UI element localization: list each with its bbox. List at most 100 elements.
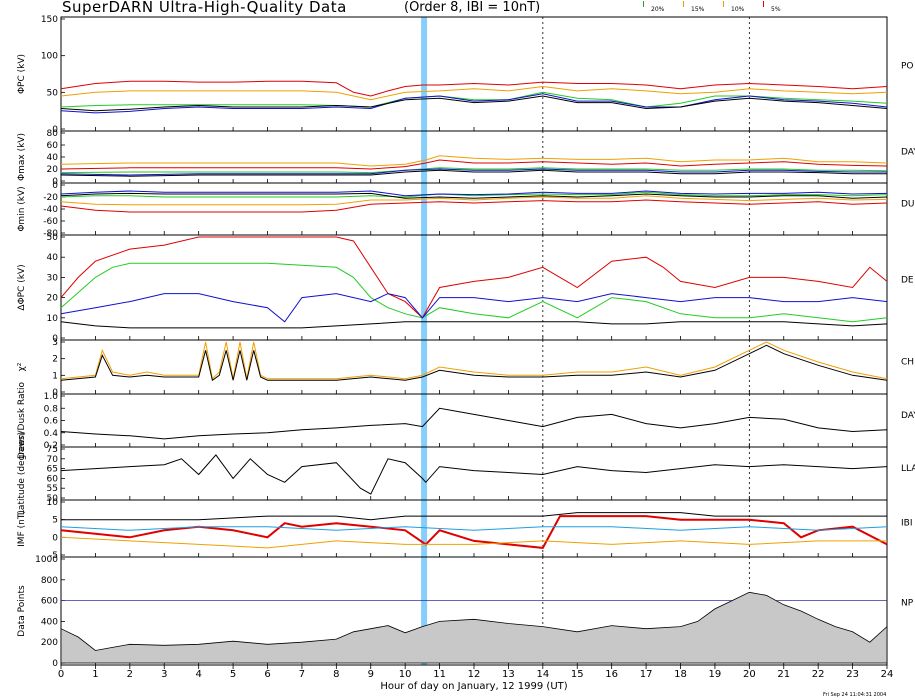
x-tick-label-22: 22: [812, 669, 825, 680]
x-tick-label-3: 3: [161, 669, 167, 680]
y-tick-label-phi_max-2: 40: [47, 153, 59, 163]
legend-swatch-3: [763, 1, 764, 7]
legend-item-0: 20%: [643, 1, 665, 15]
y-tick-label-imf-2: 5: [52, 516, 58, 526]
series-line-phi_min-3: [60, 190, 888, 197]
panel-frame-chi2: [60, 339, 888, 395]
x-tick-label-20: 20: [743, 669, 756, 680]
y-axis-label-imf: IMF (nT): [17, 510, 27, 547]
y-tick-label-chi2-1: 1: [52, 371, 58, 381]
series-line-phi_max-4: [60, 169, 887, 177]
x-axis-label: Hour of day on January, 12 1999 (UT): [380, 681, 567, 692]
y-tick-label-imf-3: 10: [47, 498, 59, 508]
y-tick-label-phi_pc-1: 50: [47, 88, 59, 98]
y-tick-label-data_points-5: 1000: [35, 555, 58, 565]
x-tick-label-12: 12: [468, 669, 481, 680]
series-line-phi_min-2: [60, 191, 888, 198]
y-tick-label-chi2-2: 2: [52, 355, 58, 365]
series-line-phi_pc-4: [60, 95, 888, 112]
series-line-imf-2: [60, 536, 887, 549]
y-tick-label-ratio-0: 0.2: [44, 441, 58, 451]
y-tick-label-phi_max-1: 20: [47, 165, 59, 175]
y-tick-label-latitude-5: 75: [47, 445, 58, 455]
y-tick-label-ratio-3: 0.8: [44, 404, 59, 414]
y-tick-label-phi_min-3: -20: [43, 193, 58, 203]
y-tick-label-data_points-4: 800: [41, 576, 58, 586]
series-line-imf-3: [60, 526, 888, 531]
y-tick-label-imf-0: -5: [49, 551, 58, 561]
y-tick-label-phi_min-4: 0: [52, 181, 58, 191]
series-line-phi_max-0: [60, 155, 888, 167]
y-tick-label-chi2-0: 0: [52, 388, 58, 398]
x-tick-label-1: 1: [92, 669, 98, 680]
y-tick-label-latitude-4: 70: [47, 455, 59, 465]
x-tick-label-23: 23: [846, 669, 859, 680]
y-tick-label-phi_pc-0: 0: [52, 125, 58, 135]
y-tick-label-dphi_pc-4: 40: [47, 253, 59, 263]
y-tick-label-dphi_pc-1: 10: [47, 314, 59, 324]
y-tick-label-phi_pc-3: 150: [41, 15, 58, 25]
series-line-imf-1: [60, 515, 888, 549]
y-tick-label-phi_max-0: 0: [52, 177, 58, 187]
y-tick-label-dphi_pc-3: 30: [47, 273, 59, 283]
x-tick-label-18: 18: [674, 669, 687, 680]
y-tick-label-phi_min-0: -80: [43, 229, 58, 239]
y-tick-label-ratio-2: 0.6: [44, 417, 59, 427]
y-tick-label-ratio-1: 0.4: [44, 429, 59, 439]
series-line-phi_min-0: [60, 199, 888, 213]
series-line-phi_min-4: [60, 192, 888, 199]
series-line-dphi_pc-3: [60, 321, 888, 329]
series-line-phi_max-2: [60, 167, 888, 174]
x-tick-label-15: 15: [571, 669, 584, 680]
right-label-phi_max: DAY: [901, 147, 915, 157]
legend-item-2: 10%: [723, 1, 745, 15]
series-line-phi_max-1: [60, 159, 888, 170]
y-tick-label-ratio-4: 1.0: [44, 392, 59, 402]
series-line-phi_pc-3: [60, 93, 888, 114]
y-tick-label-data_points-3: 600: [41, 597, 58, 607]
y-axis-label-phi_max: Φmax (kV): [17, 133, 27, 181]
x-tick-label-13: 13: [502, 669, 515, 680]
y-axis-label-chi2: χ²: [17, 362, 27, 371]
x-tick-label-9: 9: [368, 669, 374, 680]
y-tick-label-dphi_pc-0: 0: [52, 334, 58, 344]
series-line-chi2-1: [60, 344, 888, 382]
x-tick-label-8: 8: [333, 669, 339, 680]
x-tick-label-17: 17: [640, 669, 653, 680]
chart-subtitle: (Order 8, IBI = 10nT): [404, 0, 541, 15]
x-tick-label-0: 0: [58, 669, 64, 680]
right-label-chi2: CH: [901, 357, 914, 367]
y-axis-label-phi_min: Φmin (kV): [17, 186, 27, 231]
y-axis-label-latitude: Latitude (degrees): [17, 432, 27, 515]
right-label-dphi_pc: DE: [901, 275, 914, 285]
legend-label-2: 10%: [731, 6, 745, 13]
x-tick-label-4: 4: [195, 669, 201, 680]
y-tick-label-phi_max-3: 60: [47, 141, 59, 151]
x-tick-label-16: 16: [605, 669, 618, 680]
legend-item-1: 15%: [683, 1, 704, 15]
x-tick-label-11: 11: [433, 669, 446, 680]
series-line-phi_pc-1: [60, 85, 888, 101]
x-tick-label-6: 6: [264, 669, 270, 680]
right-label-data_points: NP: [901, 599, 914, 609]
legend-swatch-2: [723, 1, 724, 7]
series-line-chi2-0: [60, 341, 888, 380]
series-line-latitude-0: [60, 454, 888, 495]
x-tick-label-10: 10: [399, 669, 412, 680]
y-tick-label-chi2-3: 3: [52, 338, 58, 348]
legend-item-3: 5%: [763, 1, 783, 15]
legend-label-0: 20%: [651, 6, 665, 13]
y-tick-label-data_points-1: 200: [41, 638, 58, 648]
panel-frame-ratio: [60, 393, 888, 448]
right-label-latitude: LLA: [901, 464, 915, 474]
y-tick-label-phi_max-4: 80: [47, 129, 59, 139]
series-line-imf-0: [61, 512, 887, 521]
series-line-phi_pc-0: [60, 80, 888, 97]
y-axis-label-data_points: Data Points: [17, 585, 27, 637]
series-line-dphi_pc-1: [60, 262, 888, 323]
y-tick-label-phi_min-2: -40: [43, 205, 58, 215]
y-tick-label-data_points-2: 400: [41, 617, 58, 627]
right-label-phi_pc: PO: [901, 61, 914, 71]
footer-timestamp: Fri Sep 24 11:04:31 2004: [823, 692, 887, 698]
